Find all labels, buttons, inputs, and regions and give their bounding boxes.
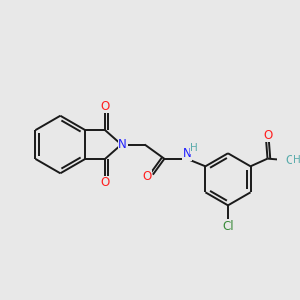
Text: H: H	[293, 155, 300, 165]
Text: O: O	[285, 154, 294, 166]
Text: N: N	[118, 138, 127, 151]
Text: O: O	[100, 100, 110, 113]
Text: N: N	[183, 147, 192, 160]
Text: H: H	[190, 143, 198, 153]
Text: O: O	[263, 129, 272, 142]
Text: Cl: Cl	[222, 220, 234, 233]
Text: O: O	[142, 170, 152, 183]
Text: O: O	[100, 176, 110, 189]
